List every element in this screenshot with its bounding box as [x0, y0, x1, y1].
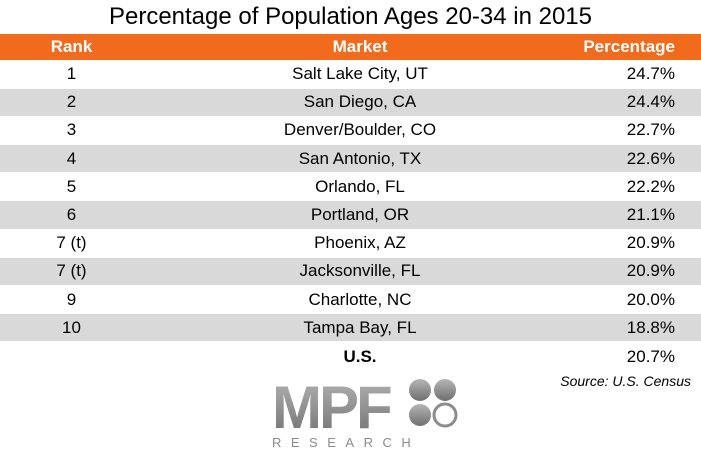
table-row: 7 (t) Jacksonville, FL 20.9%: [0, 256, 701, 287]
percentage-cell: 20.9%: [571, 256, 701, 287]
logo-circles-icon: [409, 379, 458, 428]
table-row: 7 (t) Phoenix, AZ 20.9%: [0, 229, 701, 257]
column-header-percentage: Percentage: [571, 34, 701, 60]
market-cell: Orlando, FL: [315, 176, 405, 196]
rank-cell: 3: [66, 120, 77, 140]
market-cell: Phoenix, AZ: [314, 233, 406, 253]
rank-cell: 4: [0, 144, 143, 174]
total-row: U.S. 20.7%: [0, 342, 701, 372]
market-cell: Tampa Bay, FL: [143, 313, 571, 343]
logo-subword: RESEARCH: [272, 435, 420, 450]
table-row: 1 Salt Lake City, UT 24.7%: [0, 60, 701, 88]
table-row: 4 San Antonio, TX 22.6%: [0, 144, 701, 174]
total-rank-cell: [0, 342, 143, 372]
market-cell: Salt Lake City, UT: [292, 63, 428, 83]
total-percentage-cell: 20.7%: [626, 347, 675, 367]
table-row: 2 San Diego, CA 24.4%: [0, 87, 701, 117]
rank-cell: 1: [66, 63, 77, 83]
percentage-cell: 22.7%: [626, 120, 675, 140]
market-cell: Denver/Boulder, CO: [283, 120, 437, 140]
rank-cell: 7 (t): [0, 256, 143, 287]
market-cell: San Diego, CA: [143, 87, 571, 117]
source-note: Source: U.S. Census: [560, 373, 691, 389]
rank-cell: 7 (t): [56, 233, 87, 253]
percentage-cell: 24.7%: [626, 63, 675, 83]
table-body: 1 Salt Lake City, UT 24.7% 2 San Diego, CA 24…: [0, 60, 701, 372]
column-header-market: Market: [143, 34, 571, 60]
table-header-row: Rank Market Percentage: [0, 34, 701, 60]
market-cell: San Antonio, TX: [143, 144, 571, 174]
table-row: 6 Portland, OR 21.1%: [0, 200, 701, 230]
table-row: 10 Tampa Bay, FL 18.8%: [0, 313, 701, 343]
total-market-cell: U.S.: [343, 347, 377, 367]
logo-word: MPF: [272, 378, 391, 441]
market-cell: Portland, OR: [143, 200, 571, 230]
column-header-rank: Rank: [0, 34, 143, 60]
rank-cell: 9: [66, 289, 77, 309]
ranking-table: Rank Market Percentage 1 Salt Lake City, …: [0, 34, 701, 372]
percentage-cell: 21.1%: [571, 200, 701, 230]
table-row: 3 Denver/Boulder, CO 22.7%: [0, 116, 701, 144]
percentage-cell: 20.9%: [626, 233, 675, 253]
market-cell: Jacksonville, FL: [143, 256, 571, 287]
rank-cell: 6: [0, 200, 143, 230]
percentage-cell: 22.2%: [626, 176, 675, 196]
market-cell: Charlotte, NC: [308, 289, 412, 309]
rank-cell: 2: [0, 87, 143, 117]
rank-cell: 5: [66, 176, 77, 196]
rank-cell: 10: [0, 313, 143, 343]
percentage-cell: 22.6%: [571, 144, 701, 174]
mpf-research-logo: MPF RESEARCH: [272, 378, 458, 450]
table-row: 5 Orlando, FL 22.2%: [0, 173, 701, 201]
percentage-cell: 20.0%: [626, 289, 675, 309]
chart-title: Percentage of Population Ages 20-34 in 2…: [108, 3, 593, 30]
percentage-cell: 18.8%: [571, 313, 701, 343]
percentage-cell: 24.4%: [571, 87, 701, 117]
table-row: 9 Charlotte, NC 20.0%: [0, 286, 701, 314]
